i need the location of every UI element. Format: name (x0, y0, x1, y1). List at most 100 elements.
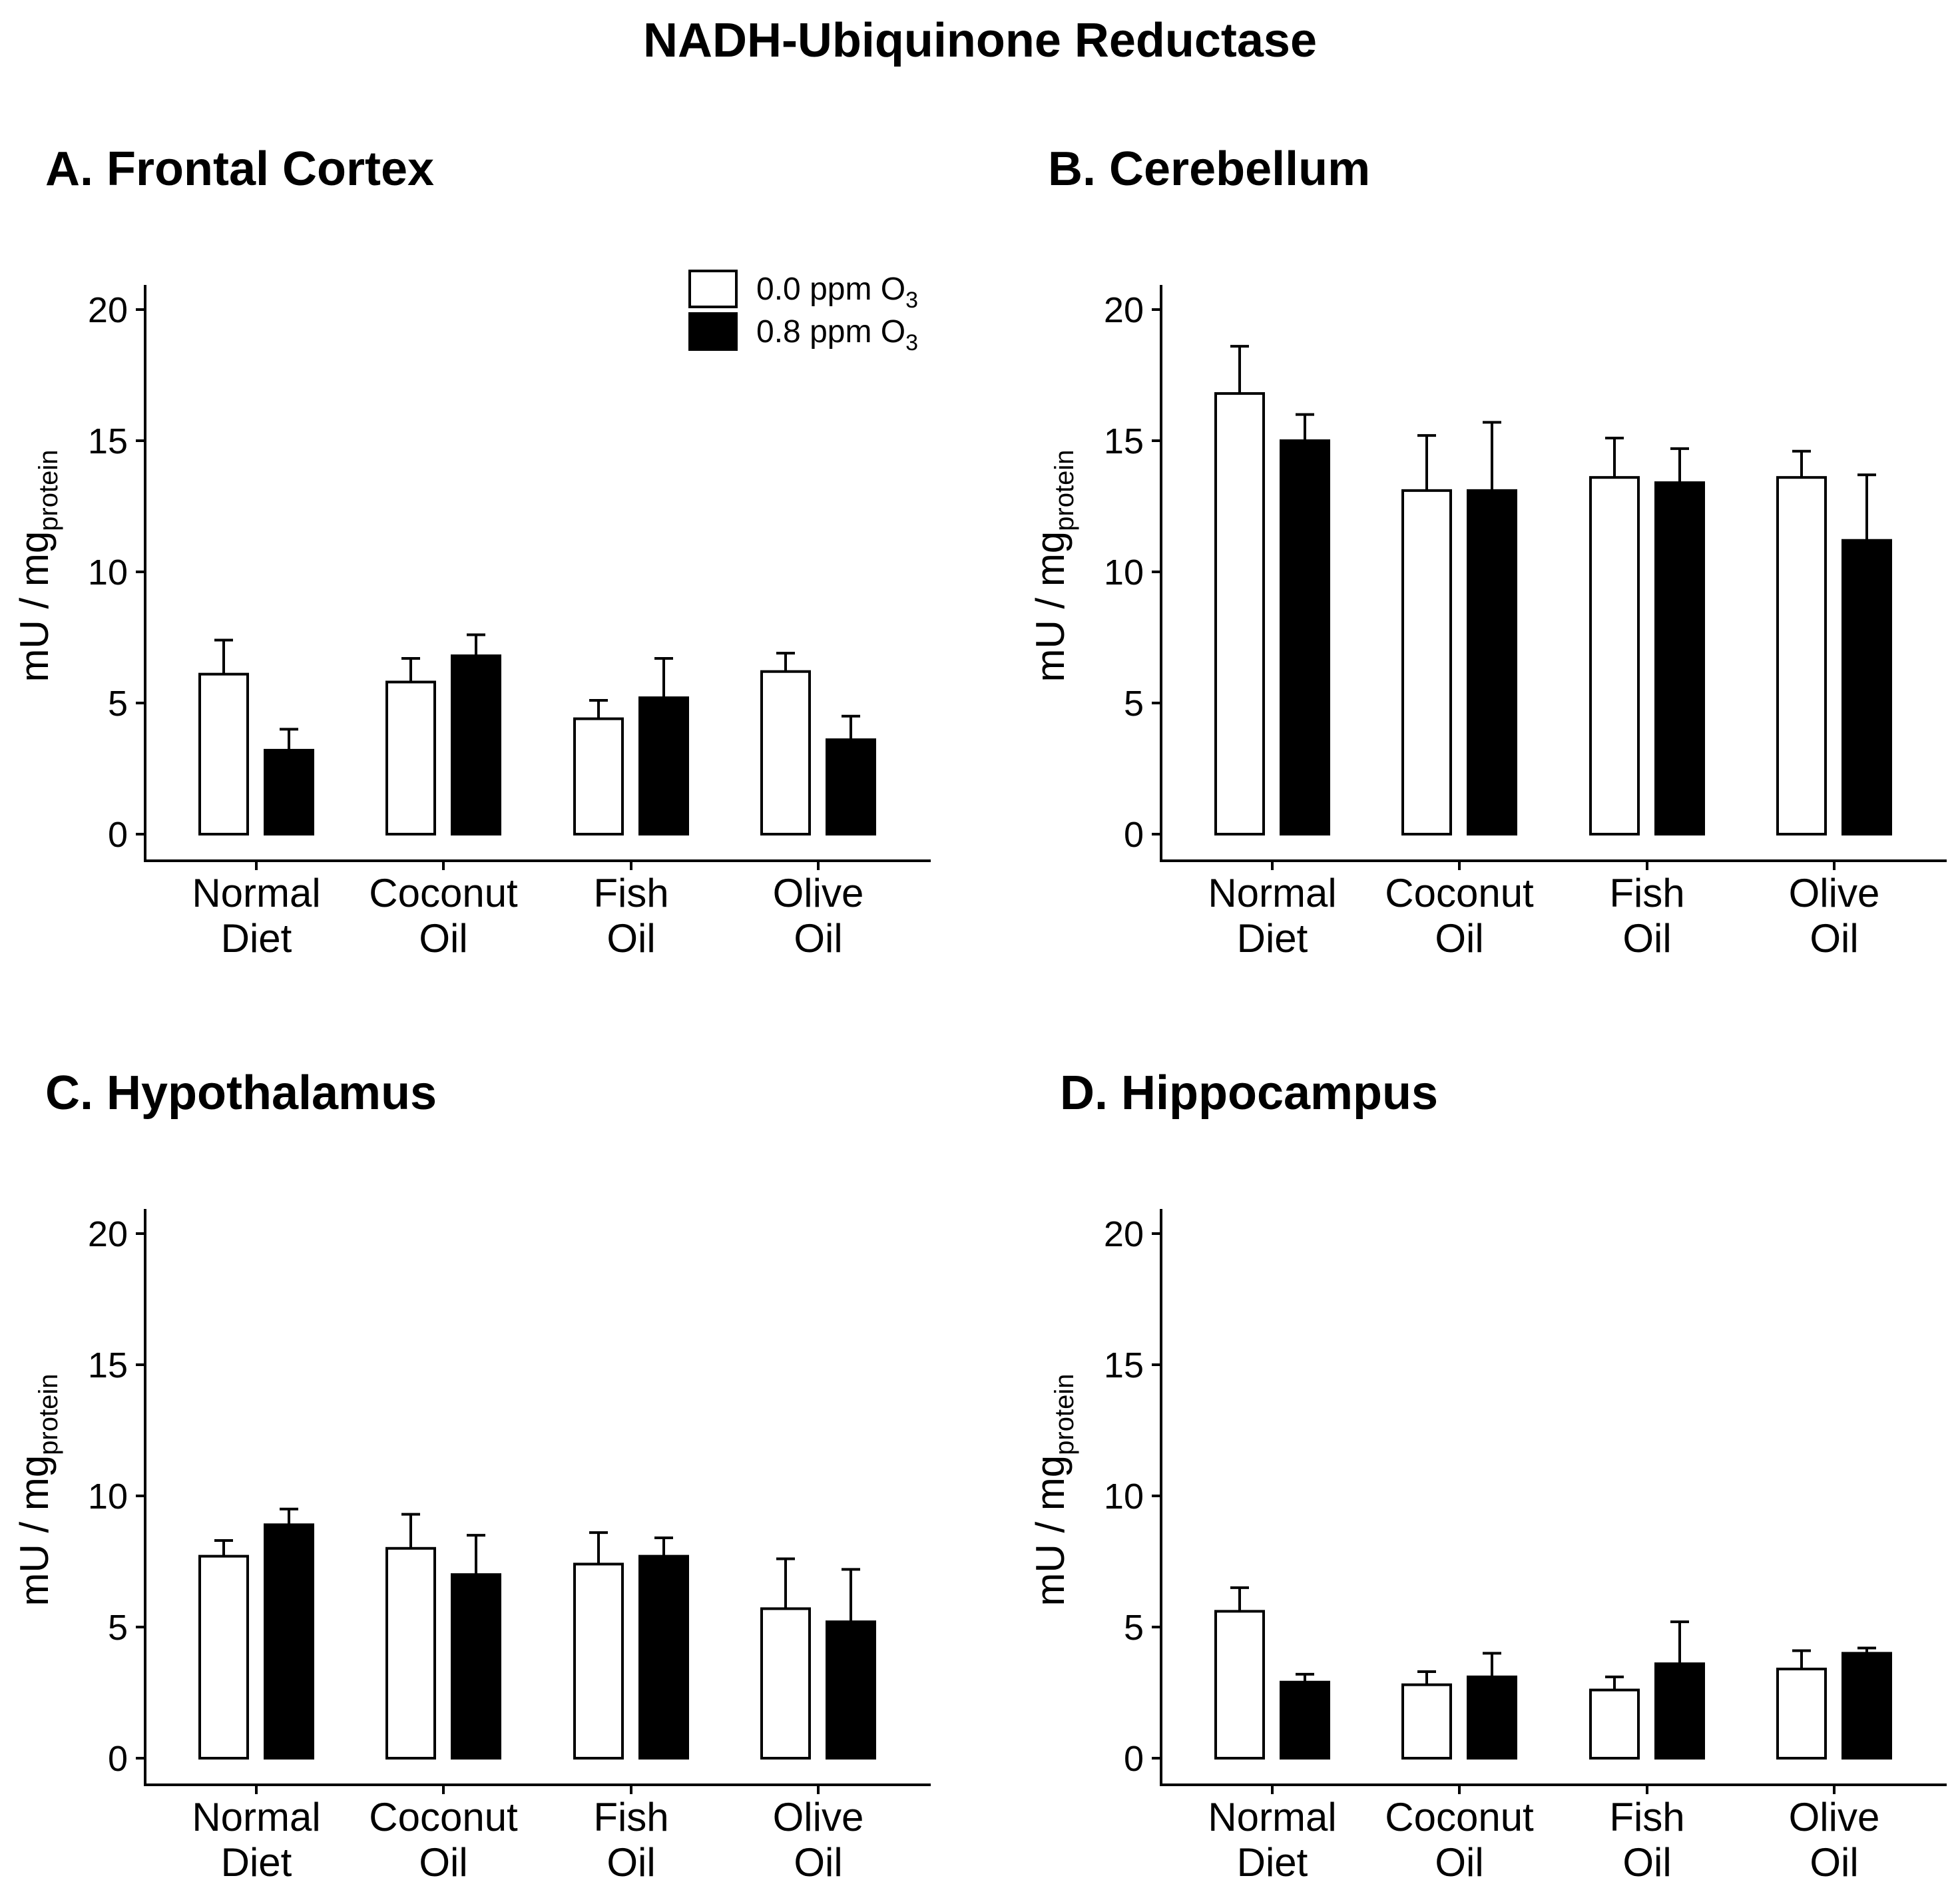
bar-ozone (1467, 1675, 1517, 1760)
y-tick-label: 20 (1104, 290, 1144, 330)
panel-title: B. Cerebellum (1048, 142, 1370, 196)
bar-control (1214, 392, 1265, 835)
category-label: Oil (1435, 916, 1483, 961)
category-label: Fish (593, 871, 668, 915)
category-label: Normal (192, 1795, 320, 1839)
panel-cerebellum: B. Cerebellum 0 5 10 15 20 mU / mgprotein Norm… (1028, 142, 1947, 961)
category-label: Fish (1609, 1795, 1684, 1839)
bar-ozone (638, 1554, 689, 1760)
y-tick-label: 20 (1104, 1214, 1144, 1254)
y-tick-label: 10 (1104, 1477, 1144, 1517)
bar-control (1776, 476, 1827, 835)
y-tick-label: 0 (1124, 815, 1144, 855)
bar-ozone (1654, 1662, 1705, 1760)
category-label: Oil (794, 916, 842, 961)
bar-control (1589, 1688, 1640, 1760)
bar-ozone (1467, 489, 1517, 835)
y-tick-label: 5 (108, 1608, 128, 1648)
y-tick-label: 15 (88, 1345, 128, 1385)
category-label: Olive (1789, 1795, 1880, 1839)
category-label: Oil (794, 1840, 842, 1885)
y-tick-label: 15 (1104, 1345, 1144, 1385)
y-tick-label: 20 (88, 290, 128, 330)
y-tick-label: 15 (1104, 421, 1144, 461)
bar-control (573, 717, 624, 836)
category-label: Oil (419, 1840, 467, 1885)
category-label: Fish (1609, 871, 1684, 915)
category-label: Coconut (369, 1795, 518, 1839)
category-label: Normal (1208, 871, 1336, 915)
category-label: Olive (1789, 871, 1880, 915)
bar-ozone (1841, 539, 1892, 835)
panel-title: C. Hypothalamus (45, 1066, 437, 1120)
category-label: Diet (1237, 916, 1308, 961)
bar-control (1214, 1610, 1265, 1760)
category-label: Oil (607, 916, 655, 961)
y-tick-label: 5 (1124, 684, 1144, 724)
panel-title: D. Hippocampus (1060, 1066, 1438, 1120)
category-label: Oil (419, 916, 467, 961)
panel-frontal-cortex: A. Frontal Cortex 0 5 10 15 20 mU / mgprotein… (12, 142, 931, 961)
y-tick-label: 0 (108, 815, 128, 855)
category-label: Oil (1810, 916, 1858, 961)
bar-control (385, 680, 436, 835)
y-axis-label: mU / mgprotein (1028, 1374, 1079, 1606)
bar-ozone (451, 1573, 501, 1760)
category-label: Normal (192, 871, 320, 915)
category-label: Oil (1435, 1840, 1483, 1885)
bar-ozone (264, 1523, 314, 1760)
category-label: Oil (607, 1840, 655, 1885)
y-tick-label: 20 (88, 1214, 128, 1254)
bar-ozone (826, 738, 876, 836)
bar-control (1401, 489, 1452, 835)
bar-ozone (638, 696, 689, 835)
bar-control (1401, 1683, 1452, 1760)
category-label: Coconut (1385, 871, 1534, 915)
bar-control (760, 1607, 811, 1760)
panel-hippocampus: D. Hippocampus 0 5 10 15 20 mU / mgprotein Nor… (1028, 1066, 1947, 1885)
category-label: Fish (593, 1795, 668, 1839)
y-tick-label: 10 (88, 1477, 128, 1517)
category-label: Oil (1622, 1840, 1671, 1885)
panel-title: A. Frontal Cortex (45, 142, 434, 196)
bar-control (385, 1546, 436, 1760)
category-label: Coconut (1385, 1795, 1534, 1839)
bar-ozone (451, 654, 501, 836)
main-title: NADH-Ubiquinone Reductase (643, 14, 1317, 67)
category-label: Diet (221, 1840, 292, 1885)
bar-ozone (264, 748, 314, 836)
y-tick-label: 10 (1104, 553, 1144, 592)
bar-control (1589, 476, 1640, 835)
bar-control (573, 1562, 624, 1760)
category-label: Normal (1208, 1795, 1336, 1839)
y-tick-label: 0 (108, 1739, 128, 1779)
legend-swatch-ozone (688, 312, 738, 351)
y-tick-label: 10 (88, 553, 128, 592)
bar-ozone (1280, 1680, 1330, 1760)
category-label: Diet (1237, 1840, 1308, 1885)
bar-control (1776, 1668, 1827, 1760)
bar-ozone (826, 1620, 876, 1760)
y-axis-label: mU / mgprotein (12, 450, 63, 682)
bar-control (198, 1554, 249, 1760)
legend: 0.0 ppm O3 0.8 ppm O3 (688, 270, 918, 355)
bar-control (198, 672, 249, 835)
category-label: Oil (1622, 916, 1671, 961)
category-label: Olive (773, 871, 864, 915)
bar-control (760, 670, 811, 835)
y-axis-label: mU / mgprotein (12, 1374, 63, 1606)
y-tick-label: 5 (1124, 1608, 1144, 1648)
y-axis-label: mU / mgprotein (1028, 450, 1079, 682)
bar-ozone (1654, 481, 1705, 835)
bar-ozone (1841, 1652, 1892, 1760)
legend-label-ozone: 0.8 ppm O3 (756, 314, 918, 355)
y-tick-label: 15 (88, 421, 128, 461)
category-label: Oil (1810, 1840, 1858, 1885)
category-label: Coconut (369, 871, 518, 915)
y-tick-label: 0 (1124, 1739, 1144, 1779)
bar-ozone (1280, 439, 1330, 835)
y-tick-label: 5 (108, 684, 128, 724)
category-label: Diet (221, 916, 292, 961)
legend-swatch-control (688, 270, 738, 308)
